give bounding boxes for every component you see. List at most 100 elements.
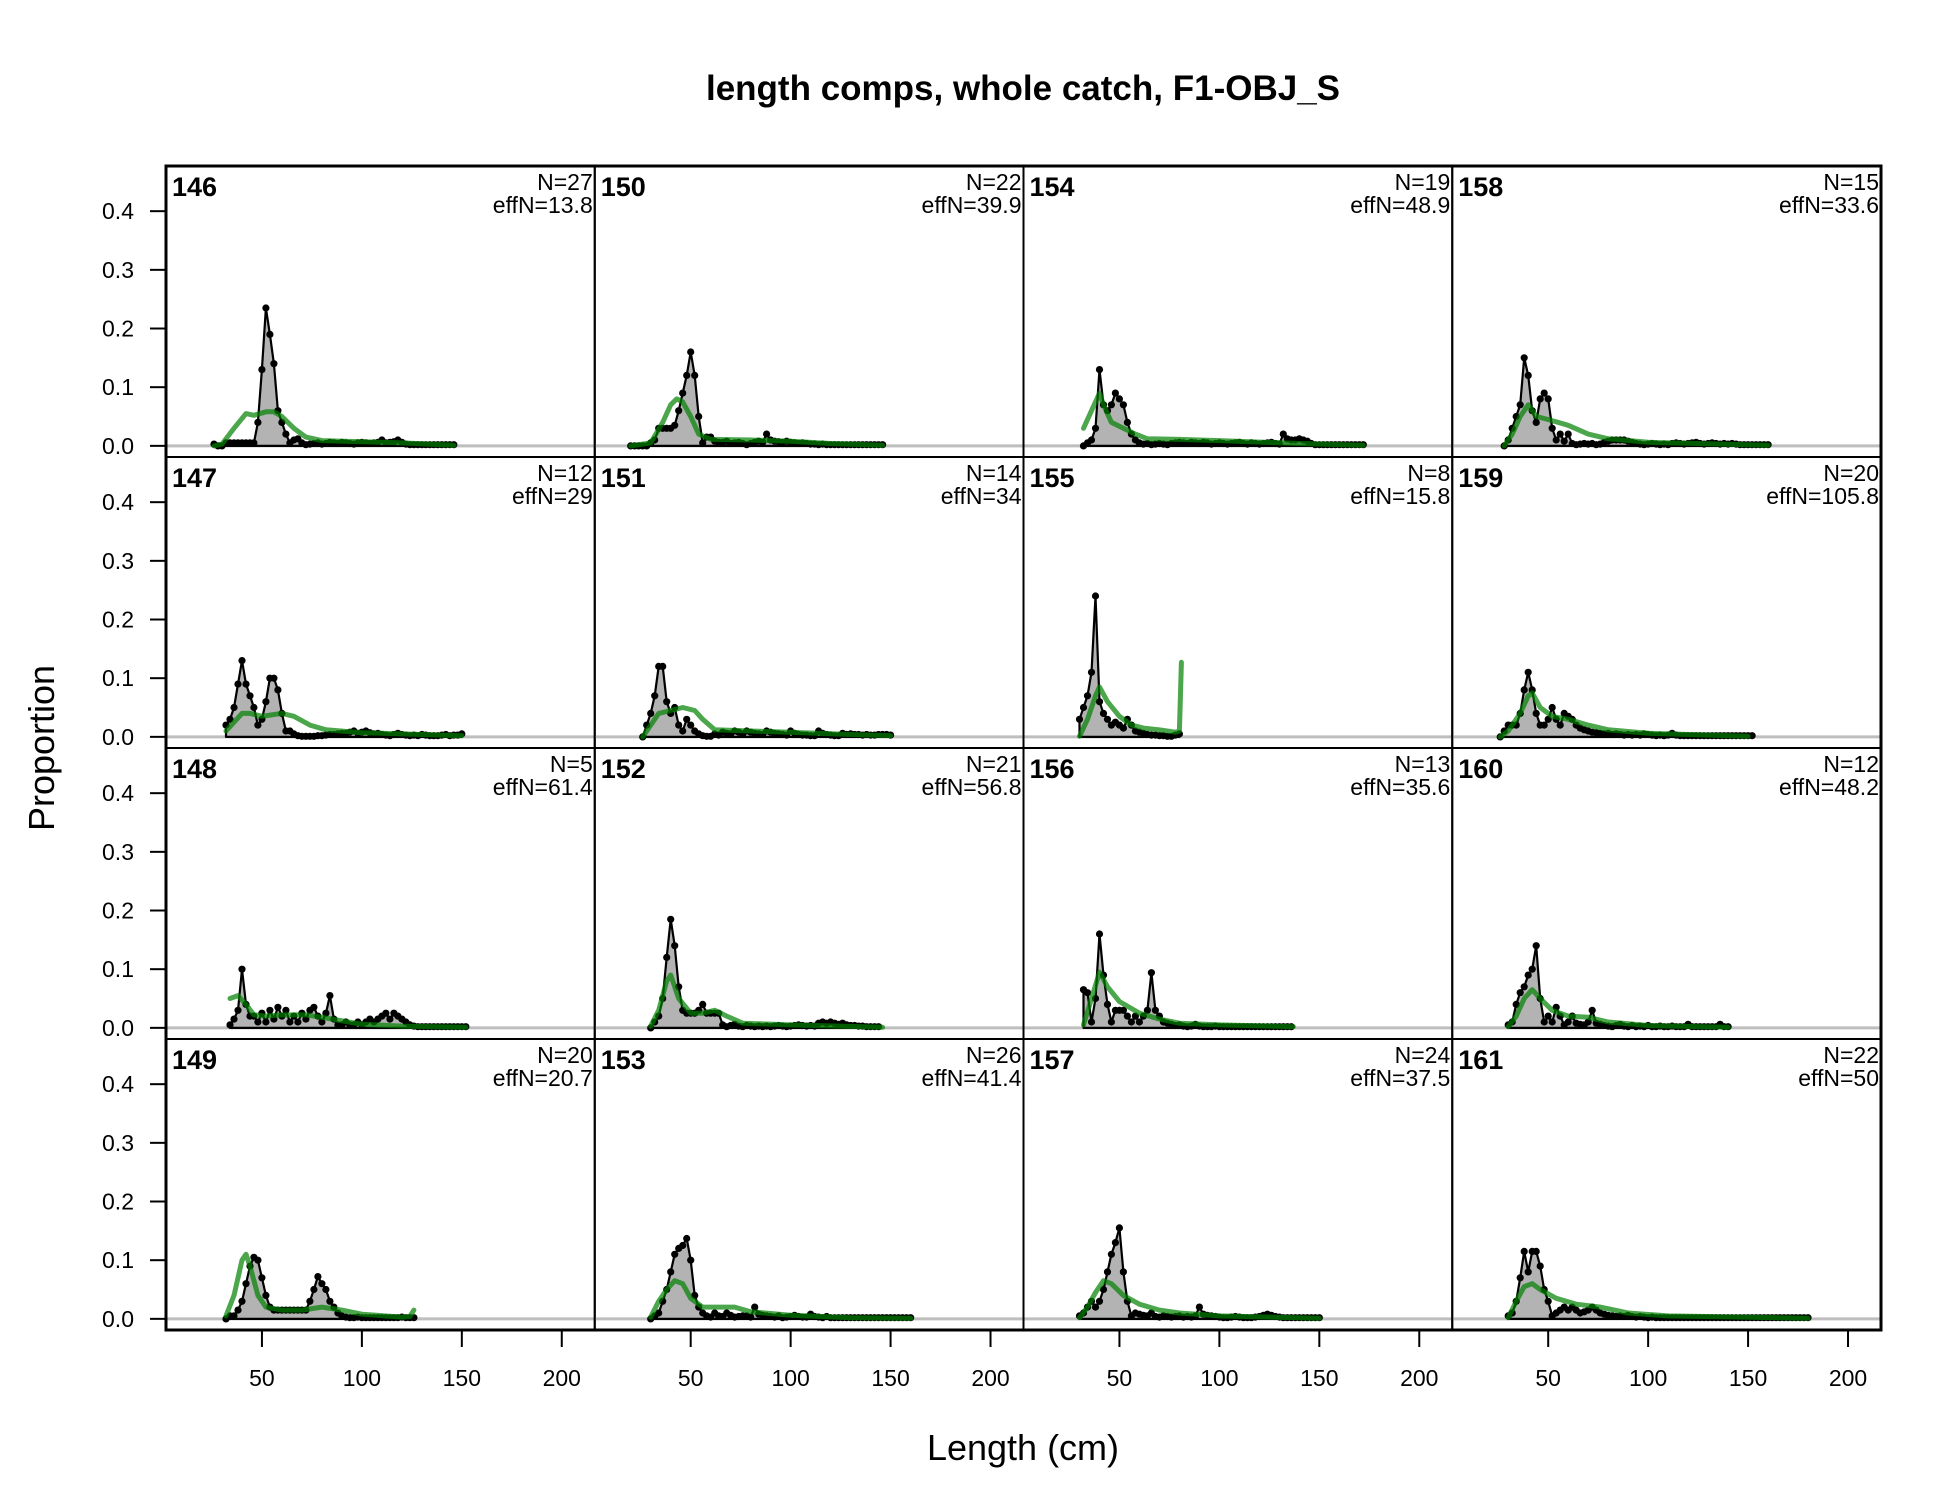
observed-point [266,330,274,338]
observed-point [667,915,675,923]
observed-point [230,703,238,712]
observed-point [751,1303,759,1311]
x-tick-label: 150 [1300,1365,1338,1391]
observed-point [1095,1297,1104,1305]
panel-n-label: N=12 [537,460,593,486]
expected-line [223,710,465,739]
observed-point [691,371,699,379]
observed-point [1564,1018,1572,1026]
observed-point [1079,703,1088,712]
expected-line [640,705,894,740]
observed-area [649,1237,912,1321]
observed-point [310,1285,318,1294]
panel-id-label: 159 [1458,463,1503,493]
observed-point [270,360,278,368]
observed-point [1520,686,1528,694]
observed-point [675,721,683,729]
observed-point [1516,989,1524,997]
y-tick-label: 0.2 [102,1189,134,1215]
panel-id-label: 149 [172,1045,217,1075]
observed-point [687,721,695,729]
panel-n-label: N=5 [550,751,593,777]
expected-line [1505,987,1731,1030]
observed-point [1083,692,1092,700]
panel-effn-label: effN=37.5 [1350,1065,1450,1091]
observed-point [651,692,659,700]
observed-point [1520,1247,1528,1255]
observed-point [1119,1006,1127,1014]
panel-id-label: 146 [172,172,217,202]
observed-point [1536,1262,1544,1270]
observed-point [234,680,242,688]
observed-point [230,1015,238,1023]
panel-n-label: N=20 [537,1042,593,1068]
observed-point [274,1003,282,1011]
expected-line [211,409,457,449]
observed-area [1507,1250,1810,1321]
observed-point [1548,1018,1556,1026]
observed-point [1103,1268,1112,1276]
y-tick-label: 0.4 [102,1071,134,1097]
observed-point [282,1006,290,1014]
observed-point [663,698,671,706]
observed-point [1075,715,1084,723]
observed-point [1115,395,1123,403]
observed-point [667,1268,675,1276]
x-tick-label: 50 [678,1365,704,1391]
y-tick-label: 0.2 [102,898,134,924]
panel-effn-label: effN=50 [1798,1065,1879,1091]
observed-point [1528,965,1536,973]
expected-line [223,1251,417,1320]
observed-point [262,1291,270,1299]
x-axis-label: Length (cm) [927,1427,1119,1468]
observed-point [1107,401,1115,409]
y-tick-label: 0.0 [102,724,134,750]
expected-line [1077,1278,1322,1321]
panel-n-label: N=27 [537,169,593,195]
observed-point [1087,1018,1096,1026]
x-tick-label: 200 [1829,1365,1867,1391]
x-tick-label: 50 [249,1365,275,1391]
x-tick-label: 100 [343,1365,381,1391]
observed-point [1556,430,1564,438]
observed-point [1091,1303,1100,1311]
observed-point [1123,1012,1131,1020]
observed-point [238,1297,246,1305]
y-tick-label: 0.3 [102,548,134,574]
observed-point [266,1006,274,1014]
x-tick-label: 100 [1629,1365,1667,1391]
x-tick-label: 200 [543,1365,581,1391]
observed-point [1091,592,1100,600]
observed-point [1103,1000,1112,1009]
observed-area [629,350,884,447]
panel-effn-label: effN=48.9 [1350,192,1450,218]
panel-id-label: 154 [1030,172,1075,202]
observed-point [262,1018,270,1026]
observed-point [679,389,687,397]
observed-point [1083,989,1092,997]
observed-point [1091,424,1100,432]
observed-point [695,412,703,421]
observed-point [1524,1268,1532,1276]
observed-point [234,1006,242,1014]
observed-point [258,366,266,374]
panel-id-label: 152 [601,754,646,784]
panel-effn-label: effN=48.2 [1779,774,1879,800]
observed-point [1544,395,1552,403]
y-tick-label: 0.4 [102,198,134,224]
observed-area [212,306,455,447]
panel-id-label: 161 [1458,1045,1503,1075]
observed-point [683,1234,691,1243]
panel-n-label: N=26 [966,1042,1022,1068]
observed-point [306,1297,314,1305]
